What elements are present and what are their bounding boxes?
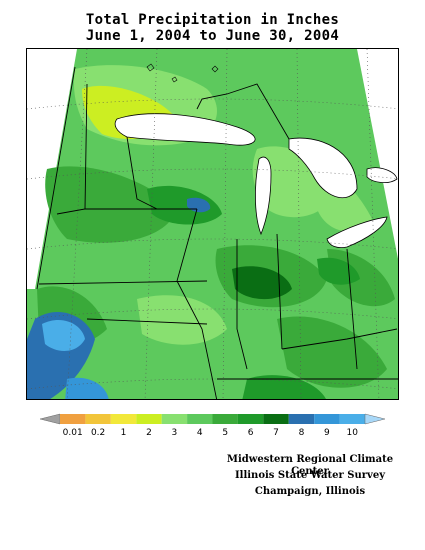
legend-low-arrow bbox=[40, 413, 61, 425]
legend-swatch-7 bbox=[263, 414, 289, 424]
contour-10in-southwest bbox=[42, 319, 85, 351]
border-canada bbox=[196, 83, 290, 140]
contour-6in-south bbox=[242, 375, 326, 399]
legend-tick-label: 9 bbox=[324, 428, 330, 438]
contour-5in-southeast bbox=[277, 316, 387, 388]
contour-5in-west bbox=[45, 166, 178, 243]
border-in-oh bbox=[276, 233, 283, 350]
lake-ontario bbox=[366, 167, 398, 183]
precipitation-map bbox=[26, 48, 399, 400]
legend-swatch-10 bbox=[339, 414, 365, 424]
legend-swatch-1 bbox=[110, 414, 137, 424]
credit-organization: Midwestern Regional Climate Center bbox=[226, 454, 394, 477]
great-lakes bbox=[114, 113, 398, 248]
border-ia-il bbox=[176, 208, 198, 282]
legend-swatch-8 bbox=[288, 414, 315, 424]
map-canvas bbox=[27, 49, 398, 399]
legend-swatch-0-01 bbox=[60, 414, 86, 424]
lat-lon-grid bbox=[27, 49, 398, 399]
legend-tick-label: 5 bbox=[222, 428, 229, 438]
contour-6in-wisconsin bbox=[147, 185, 222, 225]
state-borders bbox=[36, 66, 398, 399]
border-ky-oh bbox=[281, 328, 398, 350]
north-shore-lakes bbox=[146, 63, 219, 83]
border-ne-ks bbox=[38, 280, 208, 285]
border-il-mo bbox=[176, 280, 218, 399]
legend-swatch-6 bbox=[237, 414, 264, 424]
legend-tick-label: 0.01 bbox=[62, 428, 83, 438]
legend-tick-label: 8 bbox=[298, 428, 305, 438]
lake-erie bbox=[326, 216, 388, 248]
credit-survey: Illinois State Water Survey bbox=[234, 470, 386, 481]
border-il-in bbox=[236, 239, 248, 370]
legend-tick-label: 4 bbox=[196, 428, 203, 438]
legend-swatch-0-2 bbox=[85, 414, 111, 424]
map-title: Total Precipitation in Inches bbox=[85, 12, 340, 28]
border-oh-wv bbox=[346, 248, 358, 370]
lake-michigan bbox=[254, 156, 272, 236]
legend-tick-label: 6 bbox=[247, 428, 254, 438]
legend-swatch-4 bbox=[187, 414, 213, 424]
legend-tick-label: 7 bbox=[273, 428, 279, 438]
legend-swatch-5 bbox=[212, 414, 238, 424]
border-mn-wi bbox=[126, 136, 158, 210]
legend-swatch-3 bbox=[161, 414, 188, 424]
map-date-range: June 1, 2004 to June 30, 2004 bbox=[85, 28, 340, 44]
border-west-edge bbox=[36, 66, 76, 290]
legend-high-arrow bbox=[364, 413, 385, 425]
color-scale-legend bbox=[40, 413, 385, 425]
precip-contours bbox=[27, 65, 395, 399]
legend-swatch-2 bbox=[136, 414, 162, 424]
legend-tick-label: 0.2 bbox=[90, 428, 106, 438]
legend-tick-label: 2 bbox=[146, 428, 152, 438]
contour-9in-south bbox=[65, 377, 109, 399]
contour-3in-south bbox=[137, 295, 227, 345]
lake-huron bbox=[288, 137, 358, 199]
contour-7in-illinois bbox=[232, 266, 292, 300]
border-ks-ok bbox=[86, 318, 208, 325]
credit-location: Champaign, Illinois bbox=[254, 486, 366, 497]
legend-tick-label: 1 bbox=[120, 428, 127, 438]
legend-tick-label: 10 bbox=[346, 428, 359, 438]
legend-swatch-9 bbox=[314, 414, 340, 424]
lake-superior bbox=[114, 113, 256, 146]
legend-tick-label: 3 bbox=[171, 428, 178, 438]
